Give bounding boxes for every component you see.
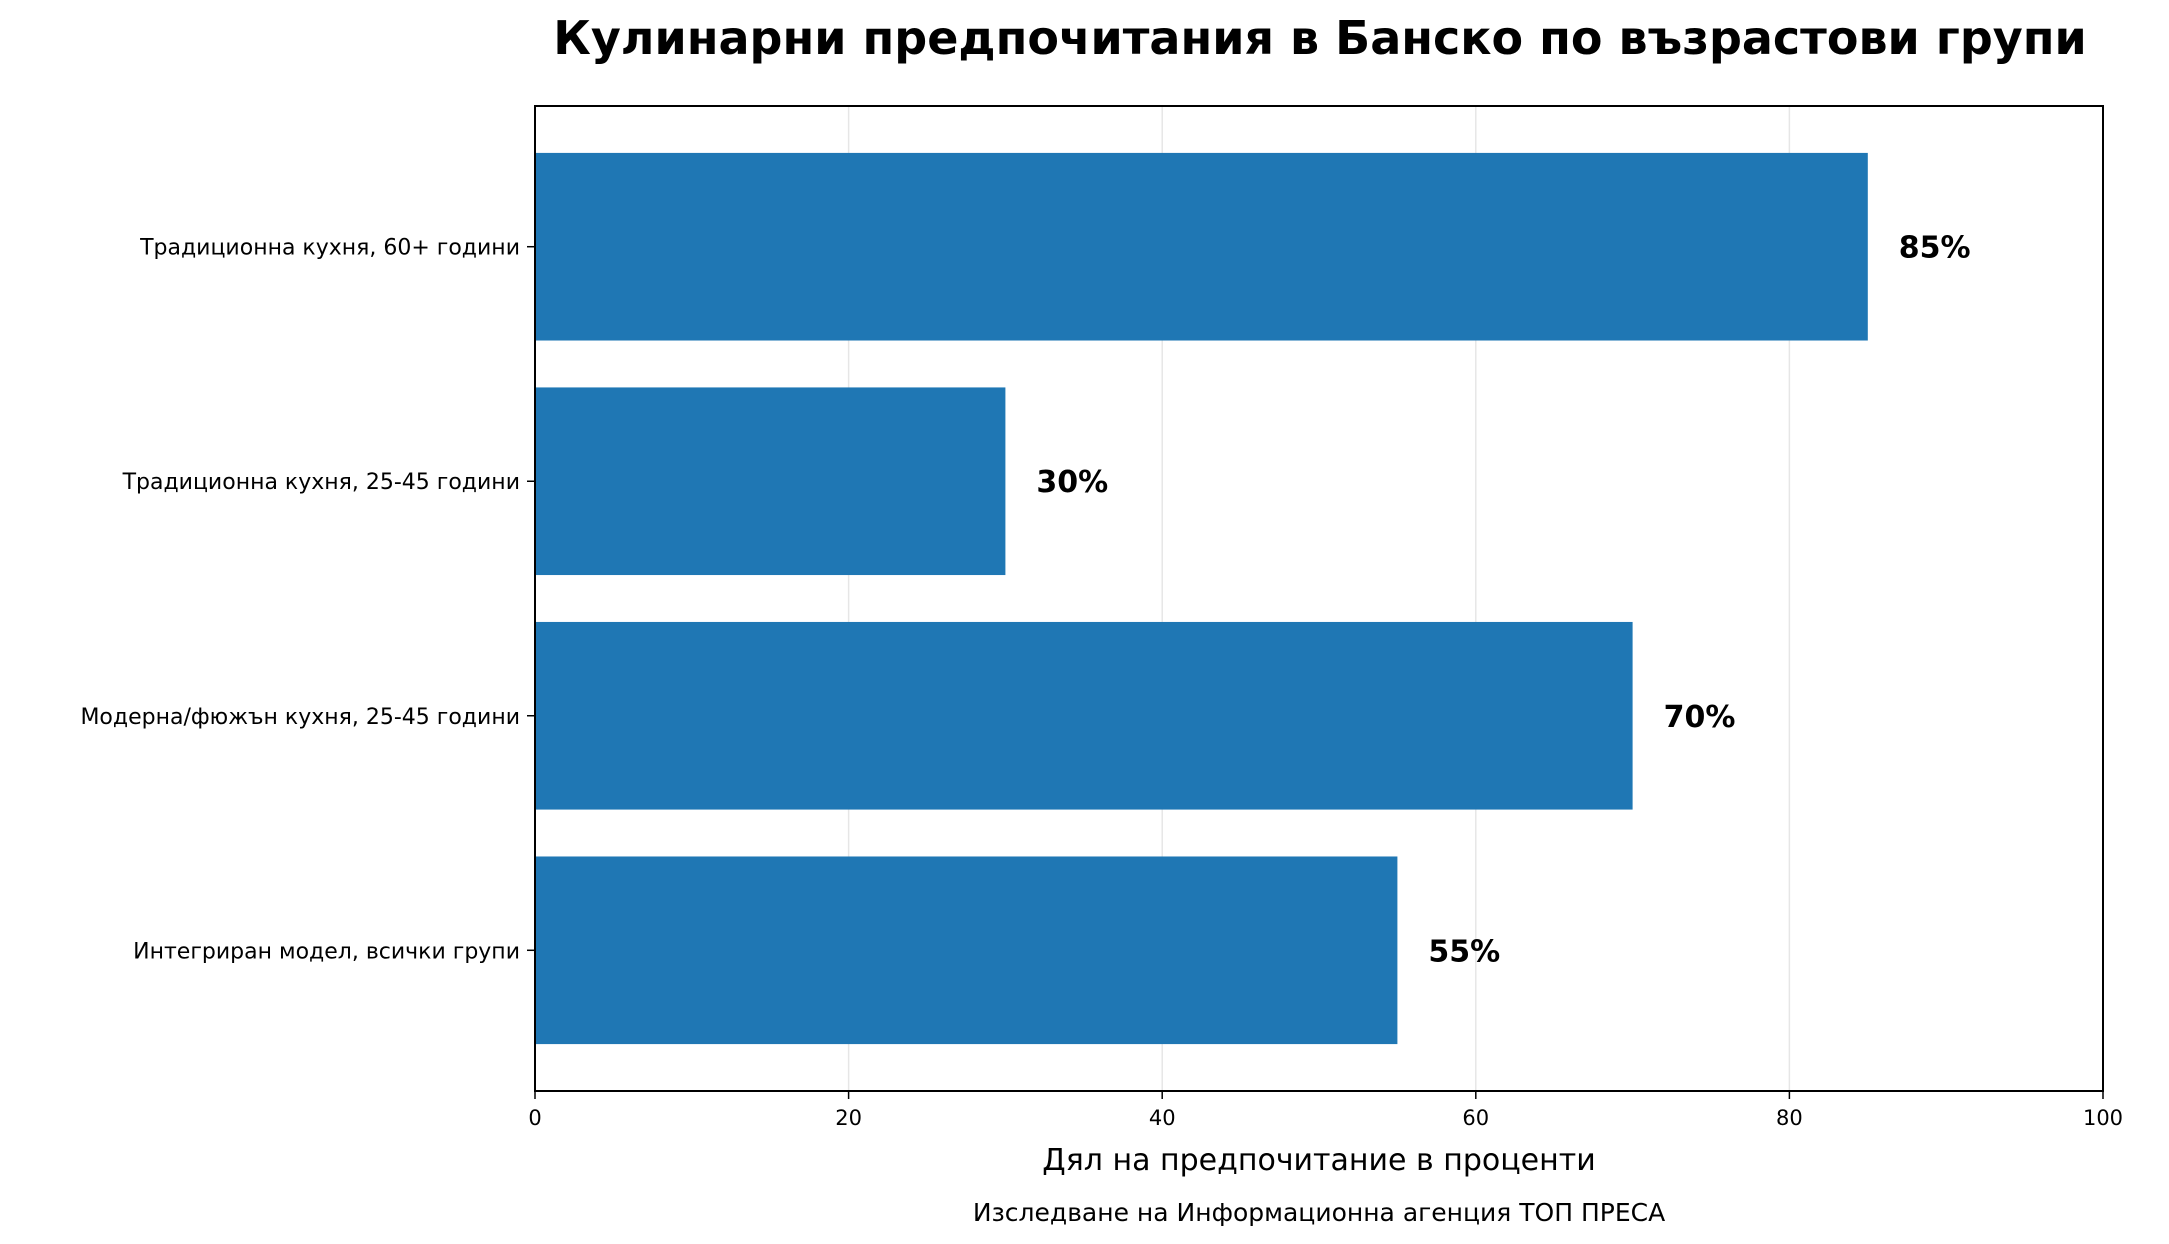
category-label: Интегриран модел, всички групи xyxy=(133,939,520,964)
bar-value-label: 30% xyxy=(1036,465,1108,500)
bar-value-label: 85% xyxy=(1899,231,1971,266)
chart-subtitle: Изследване на Информационна агенция ТОП … xyxy=(973,1198,1665,1227)
x-tick-label: 20 xyxy=(835,1106,862,1130)
x-tick-label: 60 xyxy=(1462,1106,1489,1130)
bar xyxy=(535,621,1633,810)
x-tick-label: 0 xyxy=(528,1106,541,1130)
chart-title: Кулинарни предпочитания в Банско по възр… xyxy=(553,11,2087,65)
bars xyxy=(535,152,1868,1045)
x-tick-label: 100 xyxy=(2083,1106,2123,1130)
bar-value-label: 55% xyxy=(1428,934,1500,969)
x-axis-label: Дял на предпочитание в проценти xyxy=(1042,1143,1595,1178)
bar xyxy=(535,387,1006,576)
category-label: Модерна/фюжън кухня, 25-45 години xyxy=(80,705,520,730)
value-labels: 85% 30% 70% 55% xyxy=(1036,231,1970,970)
plot-frame xyxy=(534,105,2104,1092)
category-label: Традиционна кухня, 60+ години xyxy=(139,236,520,261)
x-tick-label: 80 xyxy=(1776,1106,1803,1130)
x-tick-label: 40 xyxy=(1149,1106,1176,1130)
y-axis: Традиционна кухня, 60+ години Традиционна… xyxy=(80,236,535,964)
bar xyxy=(535,856,1398,1045)
bar xyxy=(535,152,1868,341)
bar-value-label: 70% xyxy=(1664,700,1736,735)
category-label: Традиционна кухня, 25-45 години xyxy=(122,470,520,495)
x-axis: 0 20 40 60 80 100 xyxy=(528,1091,2123,1130)
